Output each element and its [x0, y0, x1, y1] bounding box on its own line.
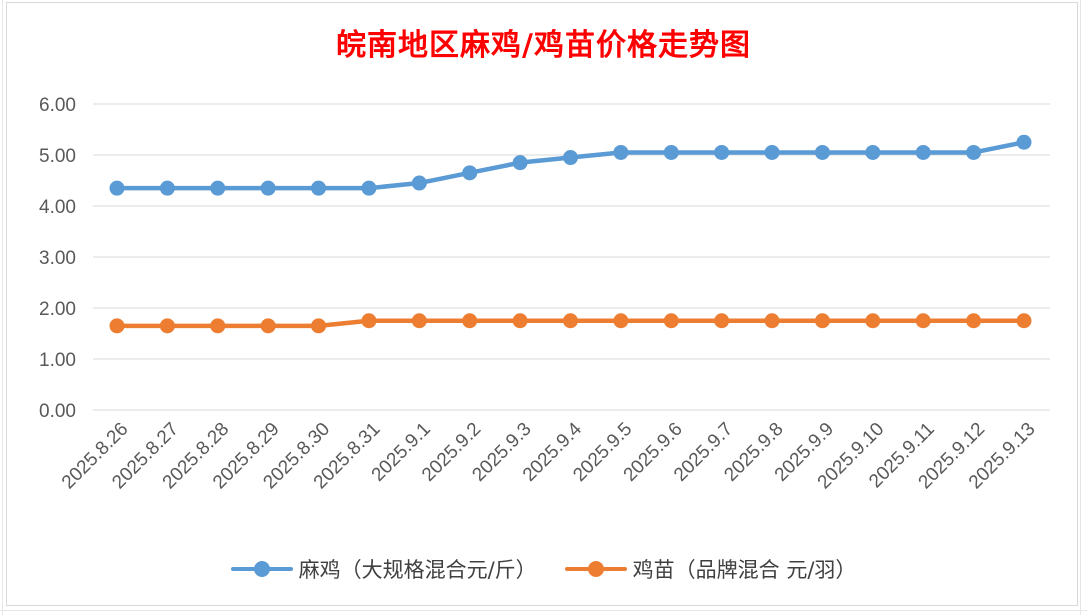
series-2-point — [764, 313, 780, 329]
chart-area[interactable] — [6, 2, 1078, 606]
series-1-point — [462, 165, 478, 181]
series-1-point — [210, 180, 226, 196]
series-2-point — [109, 318, 125, 334]
legend-item-series-2: 鸡苗（品牌混合 元/羽） — [564, 554, 857, 584]
y-tick-label: 2.00 — [39, 299, 76, 320]
series-2-point — [814, 313, 830, 329]
series-2-point — [563, 313, 578, 329]
series-1-point — [966, 144, 982, 160]
series-1-point — [814, 144, 830, 160]
series-1-point — [311, 180, 327, 196]
series-2-point — [613, 313, 629, 329]
series-1-point — [411, 175, 427, 191]
series-1-point — [663, 144, 679, 160]
series-2-point — [462, 313, 478, 329]
chart-title: 皖南地区麻鸡/鸡苗价格走势图 — [336, 28, 751, 63]
series-1-point — [714, 144, 730, 160]
legend-item-series-1: 麻鸡（大规格混合元/斤） — [230, 554, 537, 584]
series-2-point — [966, 313, 982, 329]
y-tick-label: 0.00 — [39, 401, 76, 422]
sheet-gridline — [1080, 0, 1081, 615]
series-2-point — [311, 318, 327, 334]
chart-legend: 麻鸡（大规格混合元/斤） 鸡苗（品牌混合 元/羽） — [0, 552, 1087, 586]
series-2-point — [915, 313, 931, 329]
series-2-point — [512, 313, 528, 329]
series-1-point — [109, 180, 125, 196]
series-1-point — [865, 144, 881, 160]
sheet-gridline — [0, 610, 1087, 611]
series-1-point — [915, 144, 931, 160]
series-2-point — [260, 318, 276, 334]
series-2-point — [865, 313, 881, 329]
y-tick-label: 4.00 — [39, 197, 76, 218]
series-2-point — [1016, 313, 1032, 329]
series-2-point — [361, 313, 377, 329]
series-1-point — [1016, 134, 1032, 150]
series-1-point — [260, 180, 276, 196]
series-1-point — [563, 150, 578, 166]
sheet-gridline — [2, 0, 3, 615]
series-2-point — [411, 313, 427, 329]
series-1-point — [361, 180, 377, 196]
legend-swatch-series-2 — [564, 559, 627, 579]
series-1-point — [159, 180, 175, 196]
series-1-point — [613, 144, 629, 160]
series-2-point — [159, 318, 175, 334]
y-tick-label: 1.00 — [39, 350, 76, 371]
y-tick-label: 6.00 — [39, 95, 76, 116]
series-line-1 — [114, 140, 1027, 191]
legend-swatch-series-1 — [230, 559, 293, 579]
series-2-point — [663, 313, 679, 329]
series-2-point — [714, 313, 730, 329]
series-1-point — [764, 144, 780, 160]
legend-label-series-1: 麻鸡（大规格混合元/斤） — [298, 558, 537, 582]
y-tick-label: 5.00 — [39, 146, 76, 167]
y-tick-label: 3.00 — [39, 248, 76, 269]
series-2-point — [210, 318, 226, 334]
series-1-point — [512, 155, 528, 171]
legend-label-series-2: 鸡苗（品牌混合 元/羽） — [632, 558, 857, 582]
